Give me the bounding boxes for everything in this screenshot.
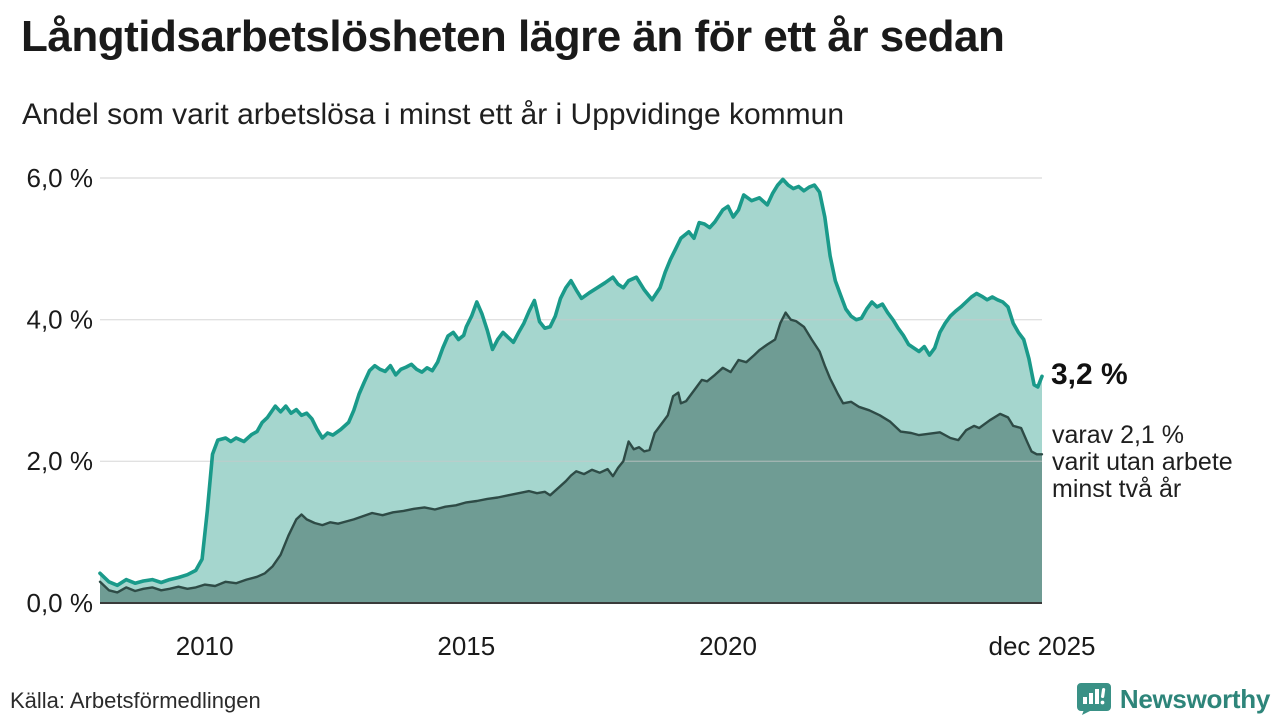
note-line-3: minst två år [1052,475,1182,503]
end-value-note: varav 2,1 % varit utan arbete minst två … [1052,422,1233,503]
x-tick-label: 2020 [699,631,757,661]
exclamation-dot [1100,700,1105,705]
y-tick-label: 2,0 % [27,446,94,476]
x-tick-label: dec 2025 [989,631,1096,661]
area-series-2 [100,312,1042,603]
y-tick-label: 0,0 % [27,588,94,618]
page-subtitle: Andel som varit arbetslösa i minst ett å… [22,98,845,131]
y-tick-label: 4,0 % [27,305,94,335]
brand-logo: Newsworthy [1076,682,1270,716]
line-series-2 [98,311,1044,594]
source-credit: Källa: Arbetsförmedlingen [10,688,261,713]
bar-3 [1094,689,1099,704]
x-tick-label: 2015 [437,631,495,661]
end-value-label: 3,2 % [1051,358,1128,391]
exclamation-stem [1100,688,1106,698]
note-line-1: varav 2,1 % [1052,421,1185,449]
x-tick-label: 2010 [176,631,234,661]
brand-name: Newsworthy [1119,683,1270,714]
page-title: Långtidsarbetslösheten lägre än för ett … [21,12,1005,61]
bar-2 [1088,693,1093,704]
bar-1 [1082,697,1087,704]
newsworthy-icon [1076,683,1111,715]
note-line-2: varit utan arbete [1052,448,1233,476]
line-series-1 [98,177,1044,588]
speech-bubble-shape [1076,683,1111,715]
y-tick-label: 6,0 % [27,163,94,193]
